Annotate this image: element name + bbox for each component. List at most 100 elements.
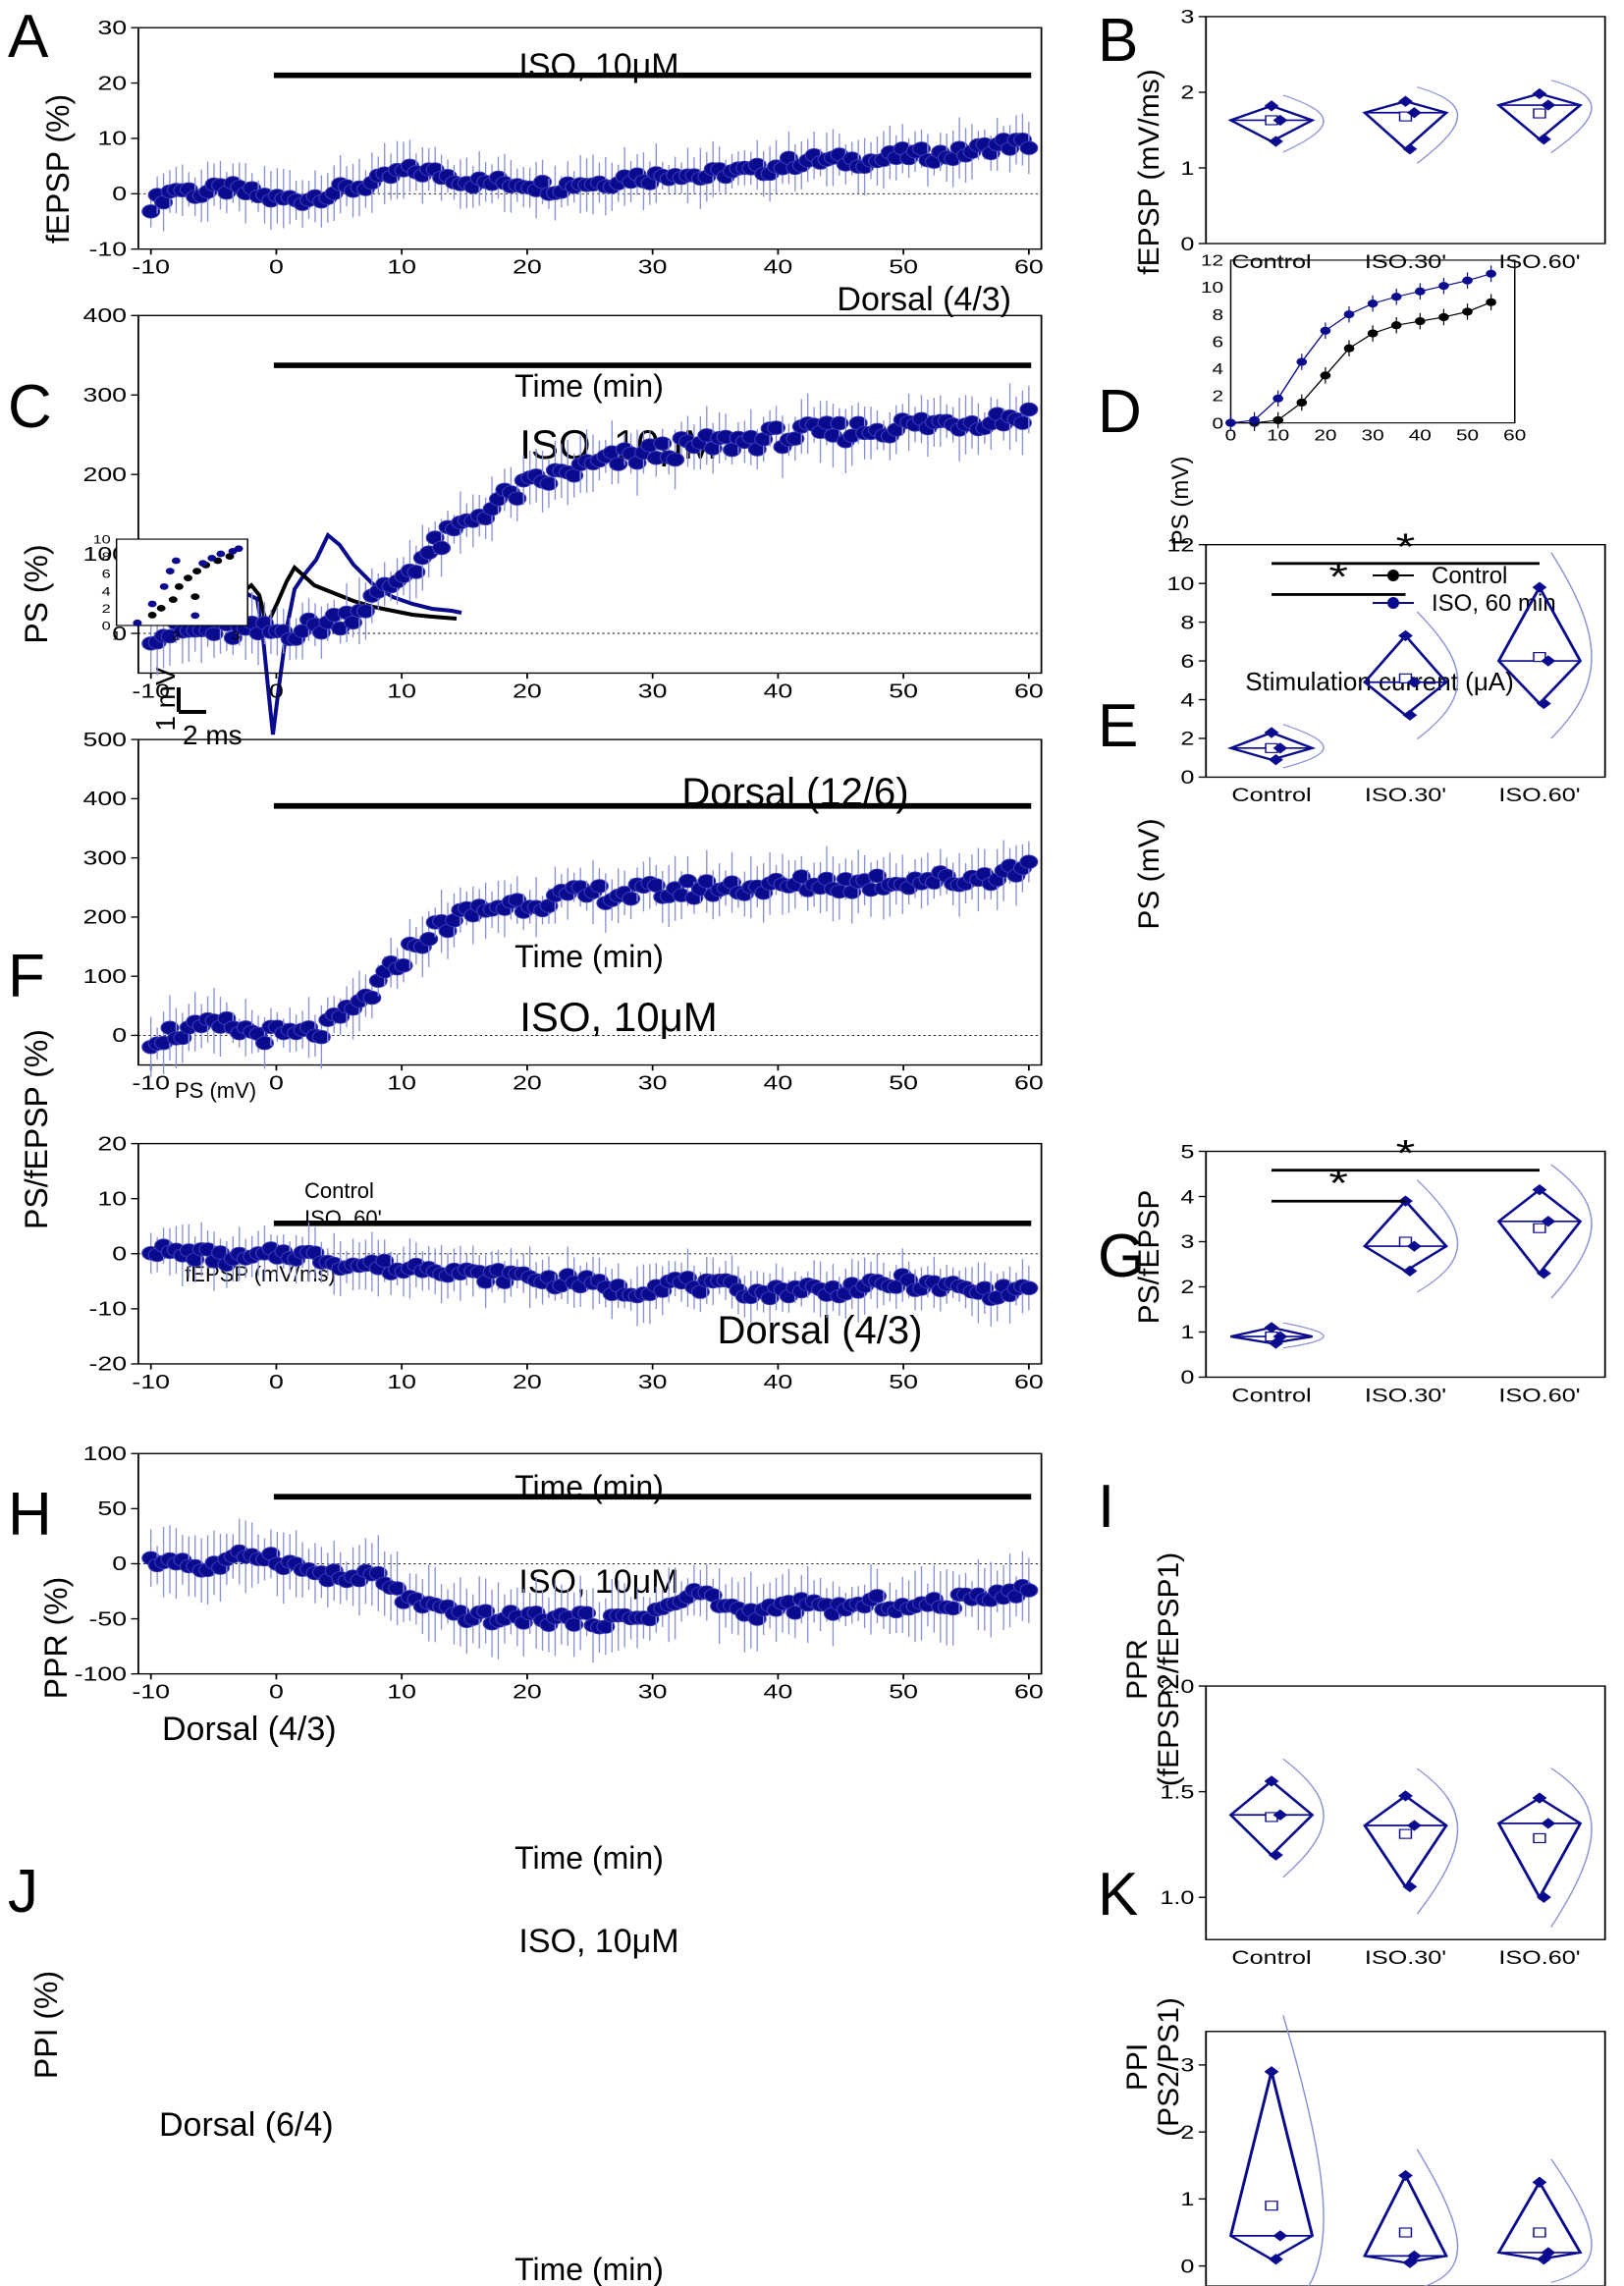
- y-tick-label: 6: [1180, 651, 1194, 672]
- data-point: [508, 491, 527, 506]
- x-tick-label: 30: [638, 1681, 668, 1703]
- mean-marker: [1265, 2201, 1278, 2211]
- data-point: [1296, 398, 1308, 408]
- data-point: [1536, 697, 1551, 710]
- y-tick-label: 0: [1180, 1367, 1194, 1388]
- x-tick-label: 0: [269, 1072, 284, 1094]
- y-tick-label: 10: [1166, 573, 1194, 594]
- inset-point-iso: [234, 545, 244, 553]
- distribution-curve: [1416, 2149, 1459, 2286]
- data-point: [1414, 287, 1426, 296]
- mean-marker: [1398, 1828, 1413, 1839]
- data-point: [697, 874, 717, 889]
- x-tick-label: -10: [132, 1681, 170, 1703]
- data-point: [1264, 1322, 1279, 1334]
- y-tick-label: 10: [97, 129, 127, 150]
- distribution-curve: [1282, 2015, 1325, 2286]
- panel-letter-c: C: [8, 373, 52, 441]
- box-diamond: [1496, 2179, 1583, 2260]
- panel-a-ylabel: fEPSP (%): [40, 94, 76, 244]
- x-tick-label: 20: [513, 1072, 542, 1094]
- category-label: ISO.60': [1498, 1947, 1580, 1968]
- y-tick-label: 3: [1180, 7, 1194, 27]
- inset-legend-marker-iso: [190, 612, 200, 620]
- data-point: [1019, 402, 1039, 417]
- axes-frame: [137, 738, 1043, 1066]
- data-point: [355, 604, 375, 619]
- panel-h-xlabel: Time (min): [514, 1840, 664, 1876]
- y-tick-label: 0: [112, 184, 127, 205]
- data-point: [1541, 1216, 1556, 1227]
- inset-point-iso: [159, 583, 169, 590]
- data-point: [577, 1606, 597, 1620]
- panel-j-xlabel: Time (min): [514, 2252, 664, 2286]
- data-point: [1402, 143, 1418, 155]
- category-label: ISO.30': [1365, 251, 1446, 272]
- x-tick-label: 40: [764, 1072, 793, 1094]
- data-point: [1343, 310, 1355, 319]
- data-point: [1390, 321, 1402, 330]
- mean-marker: [1398, 111, 1413, 122]
- y-tick-label: 300: [83, 385, 128, 407]
- distribution-curve: [1416, 611, 1459, 739]
- y-tick-label: 1: [1180, 158, 1194, 179]
- panel-e: E PS (mV): [1098, 692, 1165, 930]
- distribution-curve: [1416, 86, 1459, 164]
- y-tick-label: 200: [83, 464, 128, 486]
- box-diamond: [1496, 1796, 1583, 1901]
- y-tick-label: 2: [1180, 2122, 1194, 2143]
- inset-y-tick-label: 10: [93, 533, 111, 547]
- panel-e-plot: 0 2 4 6 8 10 12 Control ISO.30' ISO.60' * *: [1166, 525, 1606, 806]
- data-point: [1402, 1880, 1418, 1893]
- data-point: [723, 442, 742, 458]
- data-point: [1536, 134, 1551, 145]
- x-tick-label: 60: [1014, 1072, 1044, 1094]
- y-tick-label: 12: [1201, 251, 1223, 269]
- category-label: ISO.30': [1365, 1947, 1446, 1968]
- inset-point-control: [184, 574, 192, 581]
- x-tick-label: -10: [132, 256, 170, 278]
- panel-a-annotation: Dorsal (4/3): [837, 281, 1011, 318]
- x-tick-label: 10: [387, 680, 416, 702]
- x-tick-label: 40: [764, 256, 793, 278]
- data-point: [565, 1617, 584, 1632]
- panel-i: I PPR (fEPSP2/fEPSP1): [1098, 1473, 1185, 1786]
- legend-marker-control: [1387, 570, 1399, 581]
- data-point: [867, 1589, 887, 1604]
- panel-g-plot: 0 1 2 3 4 5 Control ISO.30' ISO.60' * *: [1180, 1132, 1606, 1406]
- data-point: [1406, 1820, 1422, 1831]
- data-point: [622, 891, 641, 906]
- data-point: [666, 452, 685, 467]
- panel-j-bar-label: ISO, 10μM: [518, 1923, 678, 1960]
- panel-k-ylabel: PPI: [1121, 2043, 1154, 2091]
- x-tick-label: 60: [1014, 680, 1044, 702]
- inset-point-control: [192, 568, 202, 574]
- data-point: [1296, 357, 1308, 366]
- data-point: [311, 1029, 331, 1045]
- data-point: [1272, 2230, 1288, 2242]
- data-point: [767, 420, 786, 435]
- data-point: [1406, 1240, 1422, 1252]
- distribution-curve: [1282, 1322, 1325, 1349]
- x-tick-label: 0: [269, 256, 284, 278]
- panel-h-ylabel: PPR (%): [38, 1577, 74, 1699]
- panel-letter-a: A: [8, 3, 49, 71]
- distribution-curve: [1282, 1758, 1325, 1878]
- y-tick-label: 30: [97, 18, 127, 39]
- y-tick-label: 200: [83, 907, 128, 929]
- data-point: [1390, 293, 1402, 301]
- data-point: [141, 204, 161, 219]
- category-label: Control: [1231, 785, 1311, 805]
- box-diamond: [1362, 2172, 1449, 2264]
- x-tick-label: 60: [1014, 256, 1044, 278]
- panel-e-ylabel: PS (mV): [1133, 818, 1165, 929]
- y-tick-label: 400: [83, 305, 128, 327]
- panel-j: J PPI (%) ISO, 10μM Dorsal (6/4) Time (m…: [8, 1858, 679, 2286]
- mean-marker: [1398, 2227, 1413, 2238]
- x-tick-label: -10: [132, 1372, 170, 1393]
- y-tick-label: 20: [97, 1133, 127, 1155]
- axes-frame: [1205, 1685, 1606, 1940]
- data-point: [1272, 394, 1284, 403]
- data-point: [653, 436, 673, 451]
- distribution-curve: [1550, 1768, 1593, 1928]
